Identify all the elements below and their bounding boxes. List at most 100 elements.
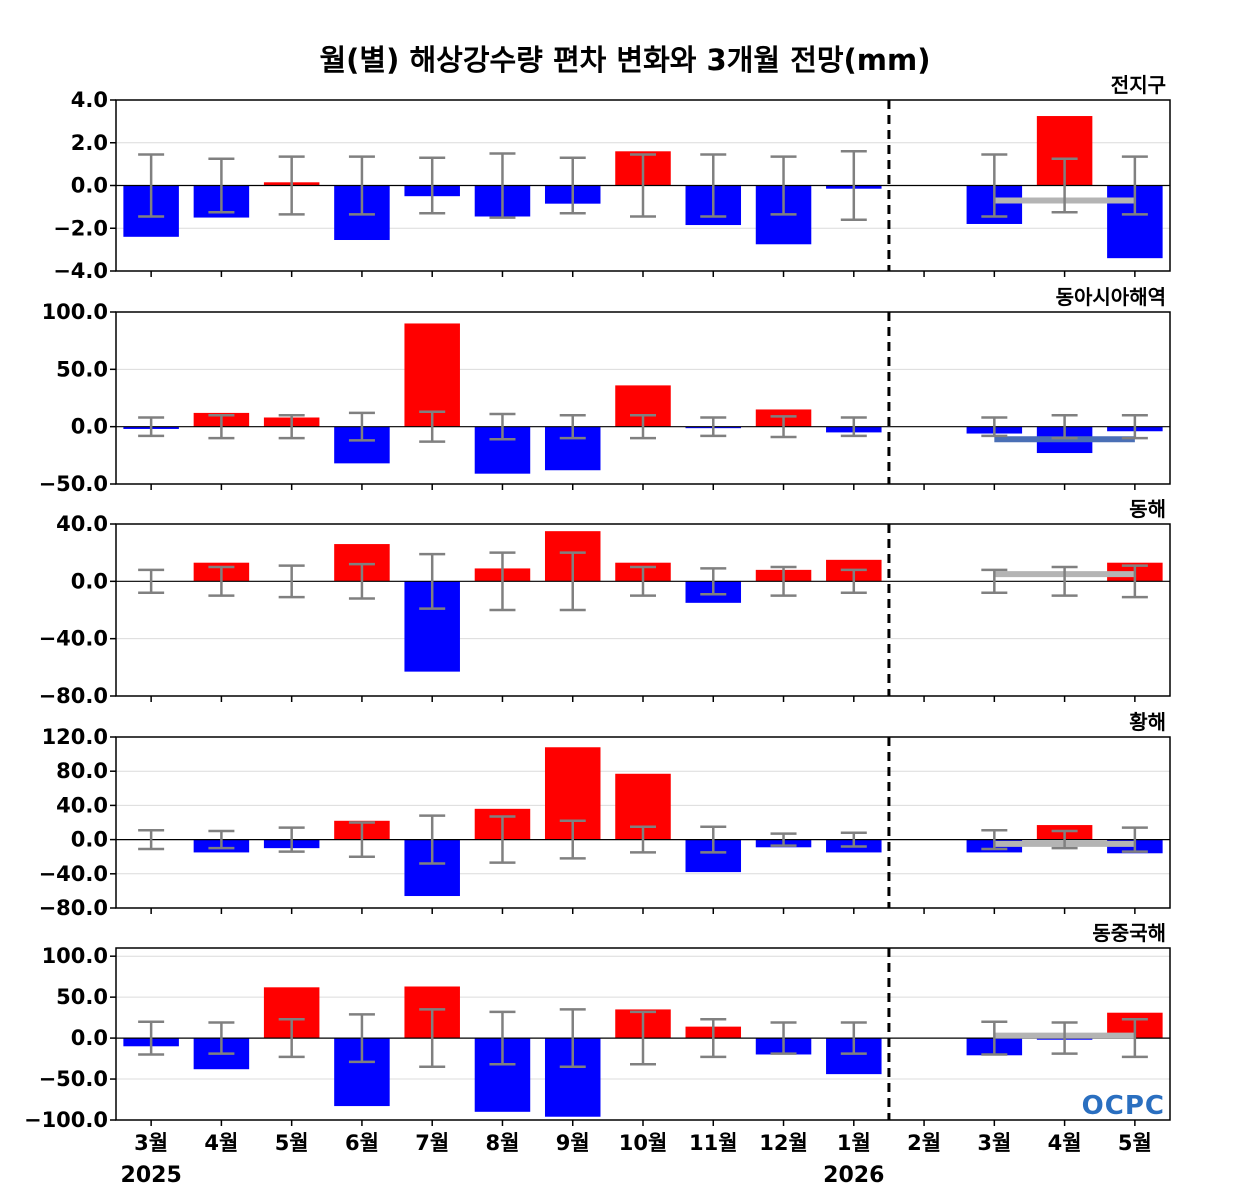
- error-bar: [630, 153, 656, 218]
- y-tick-label: 40.0: [56, 512, 108, 536]
- error-bar: [489, 1010, 516, 1066]
- year-label: 2026: [823, 1163, 884, 1188]
- error-bar: [700, 416, 727, 438]
- error-bar: [419, 156, 446, 215]
- y-tick-label: −40.0: [39, 627, 108, 651]
- error-bar: [770, 415, 797, 439]
- y-tick-label: 0.0: [71, 569, 108, 593]
- error-bar: [348, 1013, 375, 1064]
- panel-label: 동아시아해역: [1056, 285, 1166, 309]
- error-bar: [700, 567, 727, 596]
- error-bar: [559, 156, 586, 215]
- error-bar: [1051, 157, 1078, 214]
- error-bar: [981, 828, 1008, 851]
- error-bar: [981, 153, 1008, 218]
- error-bar: [278, 413, 305, 440]
- x-tick-label: 6월: [345, 1131, 379, 1155]
- y-tick-label: −50.0: [39, 472, 108, 496]
- error-bar: [138, 153, 165, 218]
- y-tick-label: −2.0: [53, 216, 108, 240]
- panel-5: 100.0 50.0 0.0 −50.0 −100.0 동중국해: [24, 921, 1171, 1132]
- error-bar: [840, 831, 867, 848]
- y-tick-label: 100.0: [42, 300, 108, 324]
- y-tick-label: 4.0: [71, 88, 108, 112]
- error-bar: [1121, 564, 1148, 599]
- y-tick-label: 120.0: [42, 725, 108, 749]
- x-tick-label: 4월: [204, 1131, 238, 1155]
- panel-1: 4.0 2.0 0.0 −2.0 −4.0 전지구: [53, 73, 1171, 283]
- error-bar: [1051, 565, 1078, 597]
- panel-label: 황해: [1129, 710, 1166, 734]
- error-bar: [489, 412, 516, 441]
- ocpc-logo: OCPC: [1082, 1091, 1165, 1121]
- x-tick-label: 12월: [759, 1131, 808, 1155]
- y-tick-label: −4.0: [53, 259, 108, 283]
- panel-label: 동중국해: [1092, 921, 1166, 945]
- y-tick-label: 50.0: [56, 985, 108, 1009]
- error-bar: [630, 1010, 656, 1066]
- error-bar: [559, 413, 586, 440]
- error-bar: [559, 819, 586, 860]
- error-bar: [840, 150, 867, 221]
- error-bar: [981, 568, 1008, 595]
- bar: [404, 323, 460, 427]
- x-tick-label: 1월: [837, 1131, 871, 1155]
- error-bar: [208, 413, 235, 440]
- error-bar: [489, 815, 516, 864]
- x-tick-label: 8월: [485, 1131, 519, 1155]
- error-bar: [1121, 155, 1148, 216]
- error-bar: [138, 568, 165, 595]
- error-bar: [348, 411, 375, 442]
- x-tick-label: 5월: [1118, 1131, 1152, 1155]
- error-bar: [208, 829, 235, 850]
- error-bar: [1121, 413, 1148, 440]
- error-bar: [700, 825, 727, 854]
- error-bar: [770, 155, 797, 216]
- y-tick-label: −80.0: [39, 684, 108, 708]
- y-tick-label: 40.0: [56, 793, 108, 817]
- error-bar: [630, 825, 656, 854]
- panel-4: 120.0 80.0 40.0 0.0 −40.0 −80.0 황해: [39, 710, 1171, 920]
- y-tick-label: 0.0: [71, 828, 108, 852]
- x-tick-label: 3월: [134, 1131, 168, 1155]
- error-bar: [489, 551, 516, 612]
- x-tick-label: 11월: [689, 1131, 738, 1155]
- y-tick-label: 50.0: [56, 357, 108, 381]
- error-bar: [630, 565, 656, 597]
- error-bar: [840, 568, 867, 595]
- error-bar: [278, 155, 305, 216]
- error-bar: [770, 565, 797, 597]
- chart-title: 월(별) 해상강수량 편차 변화와 3개월 전망(mm): [320, 43, 931, 77]
- error-bar: [138, 1020, 165, 1056]
- y-tick-label: −80.0: [39, 896, 108, 920]
- error-bar: [208, 157, 235, 214]
- y-tick-label: −40.0: [39, 862, 108, 886]
- x-tick-label: 10월: [619, 1131, 668, 1155]
- error-bar: [348, 155, 375, 216]
- error-bar: [278, 564, 305, 599]
- error-bar: [278, 826, 305, 853]
- error-bar: [1121, 1018, 1148, 1059]
- error-bar: [138, 416, 165, 438]
- y-tick-label: 2.0: [71, 131, 108, 155]
- error-bar: [1051, 829, 1078, 850]
- y-tick-label: 0.0: [71, 1026, 108, 1050]
- error-bar: [1051, 1021, 1078, 1055]
- error-bar: [840, 416, 867, 438]
- x-tick-label: 7월: [415, 1131, 449, 1155]
- error-bar: [419, 1008, 446, 1069]
- x-tick-label: 2월: [907, 1131, 941, 1155]
- panel-2: 100.0 50.0 0.0 −50.0 동아시아해역: [39, 285, 1171, 496]
- panel-3: 40.0 0.0 −40.0 −80.0 동해: [39, 497, 1171, 708]
- x-tick-label: 4월: [1048, 1131, 1082, 1155]
- y-tick-label: 0.0: [71, 174, 108, 198]
- error-bar: [419, 814, 446, 865]
- error-bar: [981, 1020, 1008, 1056]
- y-tick-label: −50.0: [39, 1067, 108, 1091]
- y-tick-label: 0.0: [71, 415, 108, 439]
- error-bar: [981, 416, 1008, 438]
- y-tick-label: 100.0: [42, 944, 108, 968]
- error-bar: [770, 1021, 797, 1055]
- year-label: 2025: [121, 1163, 182, 1188]
